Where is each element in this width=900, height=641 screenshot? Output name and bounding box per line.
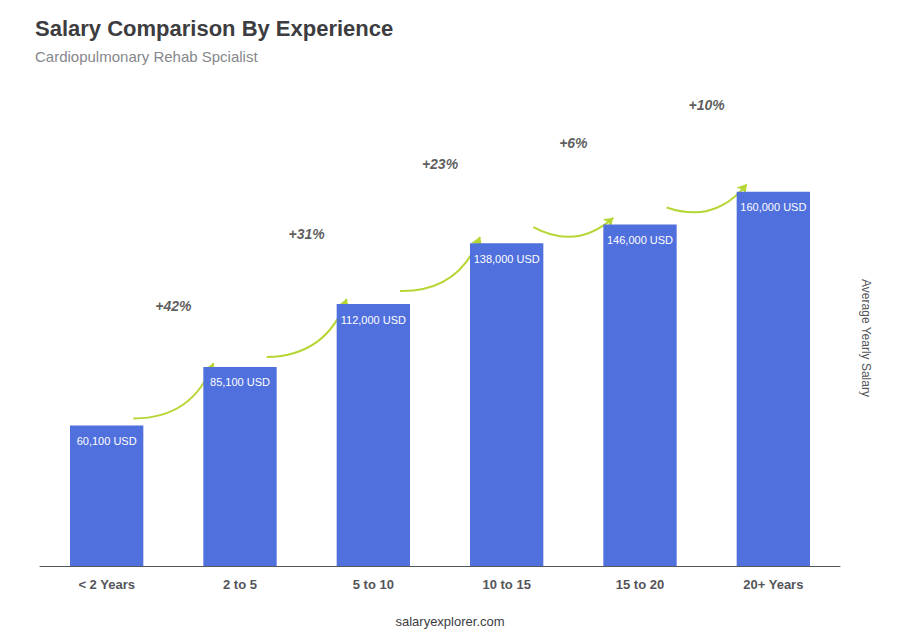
svg-text:15 to 20: 15 to 20 [616, 577, 664, 592]
svg-text:5 to 10: 5 to 10 [353, 577, 394, 592]
svg-text:< 2 Years: < 2 Years [78, 577, 135, 592]
svg-text:+42%: +42% [155, 298, 192, 314]
svg-text:2 to 5: 2 to 5 [223, 577, 257, 592]
svg-text:60,100 USD: 60,100 USD [77, 435, 137, 447]
svg-text:112,000 USD: 112,000 USD [341, 314, 406, 326]
svg-text:20+ Years: 20+ Years [743, 577, 803, 592]
svg-text:+6%: +6% [559, 135, 588, 151]
svg-text:+31%: +31% [289, 226, 326, 242]
svg-text:+10%: +10% [689, 97, 726, 113]
svg-text:salaryexplorer.com: salaryexplorer.com [395, 614, 504, 629]
svg-text:146,000 USD: 146,000 USD [607, 234, 673, 246]
svg-text:Salary Comparison By Experienc: Salary Comparison By Experience [35, 16, 393, 41]
svg-text:Average Yearly Salary: Average Yearly Salary [859, 279, 873, 397]
svg-text:10 to 15: 10 to 15 [482, 577, 530, 592]
svg-text:160,000 USD: 160,000 USD [740, 201, 806, 213]
svg-text:138,000 USD: 138,000 USD [474, 253, 540, 265]
svg-text:Cardiopulmonary Rehab Spcialis: Cardiopulmonary Rehab Spcialist [35, 48, 258, 65]
svg-text:85,100 USD: 85,100 USD [210, 376, 270, 388]
svg-text:+23%: +23% [422, 156, 459, 172]
